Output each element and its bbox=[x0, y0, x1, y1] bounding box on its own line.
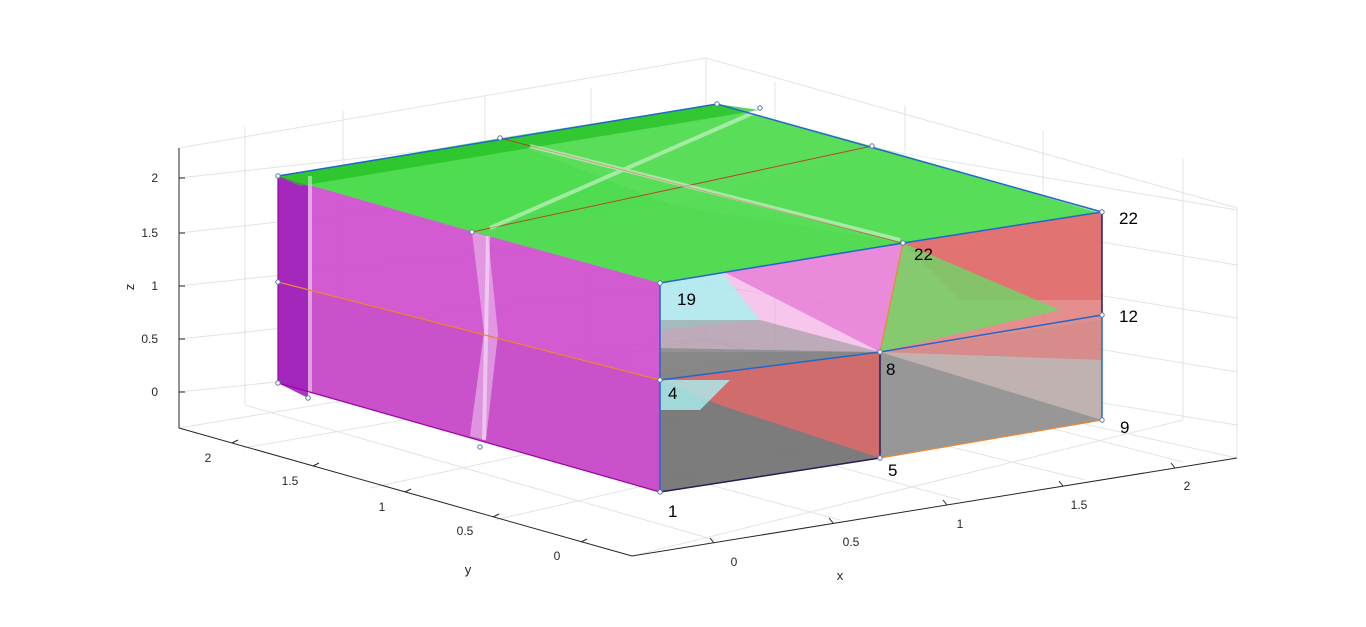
node-label-5: 5 bbox=[888, 461, 897, 480]
node-labels: 1 4 19 5 8 22 9 12 22 bbox=[668, 209, 1138, 521]
z-tick-2: 1 bbox=[151, 279, 158, 293]
node-label-1: 1 bbox=[668, 502, 677, 521]
node-label-22-inner: 22 bbox=[914, 245, 933, 264]
x-tick-4: 2 bbox=[1184, 479, 1191, 493]
y-tick-0: 0 bbox=[554, 549, 561, 563]
x-tick-3: 1.5 bbox=[1071, 498, 1088, 512]
node-label-22-outer: 22 bbox=[1119, 209, 1138, 228]
node-label-9: 9 bbox=[1120, 418, 1129, 437]
y-tick-1: 0.5 bbox=[457, 524, 474, 538]
node-label-19: 19 bbox=[677, 290, 696, 309]
node-label-4: 4 bbox=[668, 384, 677, 403]
axis-lines bbox=[178, 148, 1238, 557]
mesh-body bbox=[275, 101, 1105, 495]
y-tick-2: 1 bbox=[379, 500, 386, 514]
y-tick-labels: 0 0.5 1 1.5 2 bbox=[205, 451, 561, 563]
z-tick-0: 0 bbox=[151, 385, 158, 399]
x-tick-labels: 0 0.5 1 1.5 2 bbox=[731, 479, 1191, 569]
x-axis-label: x bbox=[837, 568, 844, 583]
x-tick-1: 0.5 bbox=[843, 535, 860, 549]
y-tick-4: 2 bbox=[205, 451, 212, 465]
z-tick-3: 1.5 bbox=[141, 226, 158, 240]
z-tick-4: 2 bbox=[151, 171, 158, 185]
x-tick-0: 0 bbox=[731, 555, 738, 569]
y-axis-label: y bbox=[465, 562, 472, 577]
x-tick-2: 1 bbox=[957, 517, 964, 531]
node-label-12: 12 bbox=[1119, 307, 1138, 326]
z-axis-label: z bbox=[122, 284, 137, 291]
z-tick-labels: 0 0.5 1 1.5 2 bbox=[141, 171, 158, 399]
node-label-8: 8 bbox=[886, 360, 895, 379]
y-tick-3: 1.5 bbox=[282, 474, 299, 488]
z-tick-1: 0.5 bbox=[141, 332, 158, 346]
